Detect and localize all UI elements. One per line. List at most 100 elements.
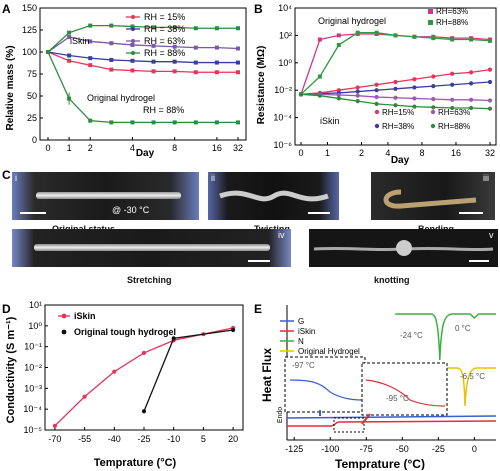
svg-text:iSkin: iSkin <box>74 311 96 321</box>
series-point <box>141 409 147 414</box>
series-point <box>450 105 455 111</box>
legend-item: RH=38% <box>374 122 414 131</box>
series-point <box>450 71 455 76</box>
svg-text:RH=63%: RH=63% <box>436 7 468 16</box>
series-point <box>355 30 360 35</box>
y-tick-label: 0 <box>32 135 37 145</box>
y-tick-label: 150 <box>22 3 37 13</box>
scale-bar <box>20 212 46 214</box>
panel-e-legend: G iSkin N Original Hydrogel <box>280 317 360 356</box>
x-tick-label: 0 <box>298 148 303 158</box>
x-tick-label: 2 <box>88 143 93 153</box>
series-point <box>214 70 219 75</box>
series-point <box>151 120 156 125</box>
zoom-arrow-iskin <box>361 413 371 425</box>
x-tick-label: 4 <box>130 143 135 153</box>
series-point <box>231 327 236 333</box>
series-point <box>431 36 436 41</box>
series-point <box>469 97 474 102</box>
panel-a-legend: RH = 15% RH = 38% RH = 63% RH = 88% <box>126 12 185 58</box>
x-tick-label: -70 <box>48 434 61 444</box>
annotation-inset-2: -95 °C <box>386 394 409 403</box>
series-point <box>336 96 341 101</box>
series-point <box>151 43 156 48</box>
annotation-inset-1: -97 °C <box>292 361 315 370</box>
legend-item: RH = 38% <box>126 24 185 34</box>
panel-b-xlabel: Day <box>391 155 410 165</box>
series-point <box>52 423 58 428</box>
y-tick-label: 50 <box>27 91 37 101</box>
zoom-box <box>333 417 365 433</box>
panel-a-letter: A <box>2 2 11 16</box>
y-tick-label: 10⁴ <box>278 3 292 13</box>
series-point <box>450 37 455 42</box>
panel-d-legend: iSkin Original tough hydrogel <box>58 311 176 337</box>
x-tick-label: -125 <box>285 444 303 454</box>
y-tick-label: 10¹ <box>29 300 42 310</box>
panel-c-letter: C <box>2 168 11 182</box>
panel-b-chart: 10⁻⁶ 10⁻⁴ 10⁻² 10⁰ 10² 10⁴ 0 1 2 4 8 16 32 Resistanc… <box>256 3 497 165</box>
y-tick-label: 10⁻¹ <box>24 342 42 352</box>
stretched-strip <box>34 244 270 251</box>
series-point <box>236 26 240 31</box>
knotted-strip <box>313 240 494 256</box>
series-line <box>300 32 491 95</box>
x-tick-label: 16 <box>212 143 222 153</box>
legend-item: RH = 88% <box>126 48 185 58</box>
series-point <box>193 60 198 65</box>
annotation-n-peak: -24 °C <box>400 331 423 340</box>
photo-bending: iii <box>371 172 495 220</box>
svg-text:RH=38%: RH=38% <box>382 122 414 131</box>
sub-label-ii: ii <box>211 173 215 183</box>
svg-text:Original Hydrogel: Original Hydrogel <box>298 347 360 356</box>
series-point <box>214 26 219 31</box>
series-line <box>47 51 238 73</box>
x-tick-label: 1 <box>325 148 330 158</box>
x-tick-label: 4 <box>385 148 390 158</box>
series-line <box>47 51 238 124</box>
series-point <box>67 58 72 63</box>
panel-b-ylabel: Resistance (MΩ) <box>256 46 267 125</box>
series-point <box>172 120 177 125</box>
y-tick-label: 100 <box>22 47 37 57</box>
series-point <box>172 44 177 49</box>
svg-text:RH=88%: RH=88% <box>438 122 470 131</box>
series-point <box>355 85 360 90</box>
y-tick-label: 10⁻² <box>274 85 292 95</box>
series-point <box>374 82 379 87</box>
sub-label-i: i <box>15 173 17 183</box>
x-tick-label: 32 <box>233 143 243 153</box>
twisted-strip <box>219 190 329 202</box>
photo-knotting: v <box>309 229 498 267</box>
x-tick-label: 0 <box>45 143 50 153</box>
series-point <box>67 53 72 58</box>
legend-item: iSkin <box>58 311 96 321</box>
x-tick-label: 8 <box>419 148 424 158</box>
legend-item: RH=63% <box>428 7 468 16</box>
sub-label-iv: iv <box>278 230 285 240</box>
x-tick-label: -75 <box>360 444 373 454</box>
series-point <box>450 82 455 87</box>
series-point <box>374 30 379 35</box>
series-point <box>317 93 322 98</box>
series-point <box>469 70 474 75</box>
series-point <box>236 70 240 75</box>
x-tick-label: -10 <box>167 434 180 444</box>
inset-g <box>284 356 366 413</box>
bent-strip <box>383 189 477 209</box>
y-tick-label: 10⁻⁴ <box>23 404 42 414</box>
curve-n <box>395 313 496 361</box>
x-tick-label: 2 <box>359 148 364 158</box>
series-point <box>412 85 417 90</box>
x-tick-label: -50 <box>396 444 409 454</box>
panel-e-chart: -125 -100 -75 -50 -25 0 Heat Flux Temprature … <box>260 305 497 470</box>
series-point <box>374 101 379 106</box>
x-tick-label: 1 <box>67 143 72 153</box>
series-point <box>431 83 436 89</box>
series-point <box>88 118 93 123</box>
series-point <box>130 42 135 47</box>
panel-d-letter: D <box>2 302 11 316</box>
panel-b-hydrogel-label: Original hydrogel <box>318 16 386 26</box>
y-tick-label: 10² <box>279 30 292 40</box>
series-point <box>336 33 341 38</box>
